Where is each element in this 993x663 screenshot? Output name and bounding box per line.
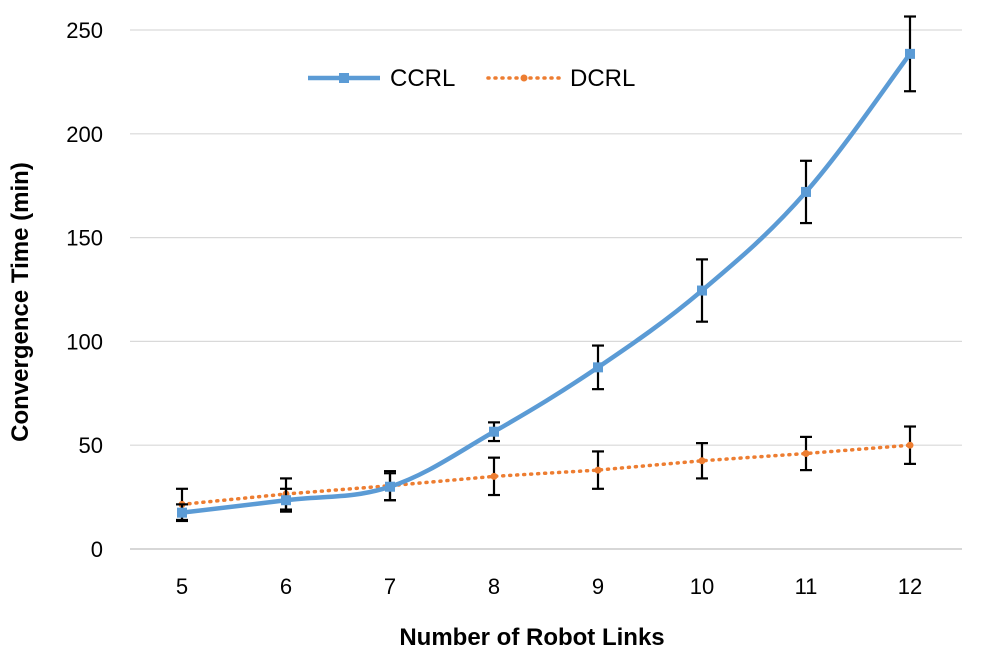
- x-tick-label: 11: [795, 574, 818, 599]
- y-tick-label: 200: [66, 122, 103, 147]
- data-point: [906, 441, 914, 449]
- data-point: [177, 507, 187, 518]
- x-tick-label: 10: [690, 574, 714, 599]
- x-tick-label: 5: [176, 574, 188, 599]
- x-tick-label: 6: [280, 574, 292, 599]
- series-ccrl: [176, 15, 916, 523]
- data-point: [281, 495, 291, 506]
- gridlines: [130, 29, 962, 550]
- x-axis-title: Number of Robot Links: [399, 624, 664, 651]
- legend-label: CCRL: [390, 65, 455, 92]
- data-point: [802, 450, 810, 458]
- y-tick-label: 0: [91, 537, 103, 562]
- series-line: [180, 443, 912, 507]
- data-point: [489, 426, 499, 437]
- data-point: [698, 457, 706, 465]
- legend: CCRL DCRL: [308, 65, 635, 92]
- x-tick-label: 7: [384, 574, 396, 599]
- y-axis-title: Convergence Time (min): [7, 162, 34, 442]
- legend-label: DCRL: [570, 65, 635, 92]
- y-axis-ticks: 0 50 100 150 200 250: [66, 18, 103, 562]
- y-tick-label: 150: [66, 226, 103, 251]
- series-layer: [176, 15, 916, 523]
- series-line: [181, 52, 912, 515]
- legend-item-ccrl: CCRL: [308, 65, 455, 92]
- x-axis-ticks: 5 6 7 8 9 10 11 12: [176, 574, 922, 599]
- data-point: [490, 472, 498, 480]
- y-tick-label: 250: [66, 18, 103, 43]
- x-tick-label: 8: [488, 574, 500, 599]
- legend-item-dcrl: DCRL: [486, 65, 635, 92]
- x-tick-label: 9: [592, 574, 604, 599]
- data-point: [801, 186, 811, 197]
- legend-swatch-marker: [520, 74, 528, 82]
- data-point: [697, 285, 707, 296]
- data-point: [594, 466, 602, 474]
- data-point: [385, 481, 395, 492]
- x-tick-label: 12: [898, 574, 922, 599]
- data-point: [593, 362, 603, 373]
- legend-swatch-marker: [339, 73, 349, 83]
- data-point: [905, 48, 915, 59]
- y-tick-label: 100: [66, 329, 103, 354]
- y-tick-label: 50: [79, 433, 103, 458]
